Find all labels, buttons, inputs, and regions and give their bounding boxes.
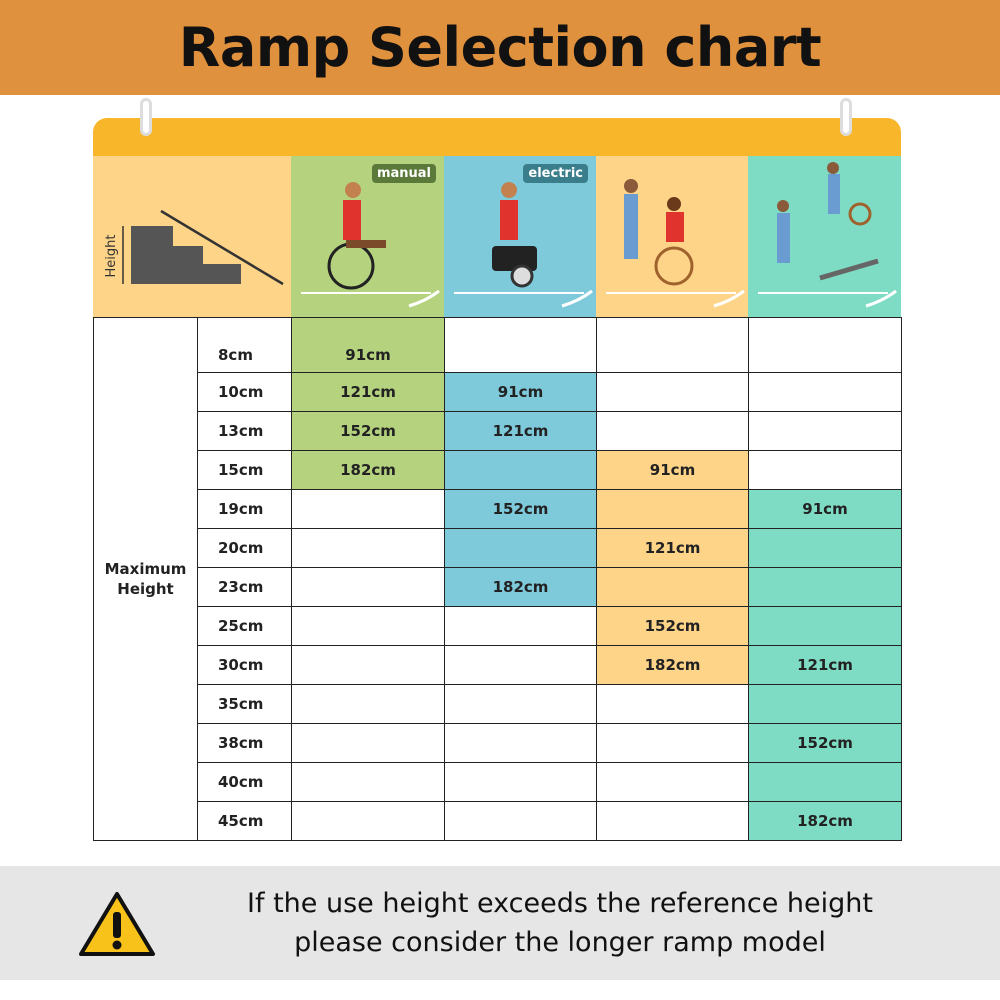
ramp-length-cell	[444, 645, 597, 685]
height-label: 20cm	[197, 528, 292, 568]
footer-note: If the use height exceeds the reference …	[0, 866, 1000, 980]
height-label: 38cm	[197, 723, 292, 763]
ramp-length-cell	[596, 372, 749, 412]
hook	[840, 98, 852, 136]
ramp-length-cell	[748, 762, 902, 802]
ramp-length-cell	[444, 723, 597, 763]
ramp-length-cell	[596, 684, 749, 724]
trolley-and-wheelchair-icon	[748, 156, 901, 317]
height-label: 30cm	[197, 645, 292, 685]
ramp-length-cell	[596, 723, 749, 763]
height-label: 40cm	[197, 762, 292, 802]
hook	[140, 98, 152, 136]
warning-icon	[79, 892, 155, 956]
height-label: 25cm	[197, 606, 292, 646]
ramp-length-cell: 121cm	[748, 645, 902, 685]
ramp-length-cell: 121cm	[291, 372, 445, 412]
ramp-length-cell	[444, 528, 597, 568]
footer-line-2: please consider the longer ramp model	[294, 927, 826, 958]
height-label: 35cm	[197, 684, 292, 724]
ramp-length-cell	[291, 489, 445, 529]
ramp-length-cell: 152cm	[596, 606, 749, 646]
ramp-length-cell	[291, 801, 445, 841]
ramp-length-cell: 152cm	[748, 723, 902, 763]
ramp-length-cell	[291, 606, 445, 646]
ramp-length-cell: 182cm	[596, 645, 749, 685]
electric-tag: electric	[523, 164, 588, 183]
height-label: 13cm	[197, 411, 292, 451]
ramp-length-cell	[291, 645, 445, 685]
ramp-length-cell	[291, 762, 445, 802]
ramp-length-cell: 152cm	[291, 411, 445, 451]
ramp-length-cell: 121cm	[596, 528, 749, 568]
assisted-wheelchair-icon	[596, 156, 748, 317]
ramp-length-cell: 182cm	[444, 567, 597, 607]
ramp-length-cell	[291, 567, 445, 607]
ramp-length-cell: 121cm	[444, 411, 597, 451]
ramp-length-cell: 182cm	[291, 450, 445, 490]
ramp-length-cell	[596, 317, 749, 373]
ramp-length-cell: 91cm	[291, 317, 445, 373]
ramp-length-cell: 91cm	[444, 372, 597, 412]
title-banner: Ramp Selection chart	[0, 0, 1000, 95]
ramp-length-cell: 152cm	[444, 489, 597, 529]
ramp-length-cell	[748, 606, 902, 646]
height-label: 10cm	[197, 372, 292, 412]
ramp-length-cell	[444, 606, 597, 646]
ramp-length-cell	[748, 411, 902, 451]
ramp-length-cell	[748, 567, 902, 607]
ramp-length-cell	[748, 450, 902, 490]
ramp-length-cell	[291, 684, 445, 724]
ramp-length-cell	[444, 762, 597, 802]
height-label: Height	[104, 235, 119, 278]
electric-wheelchair-icon: electric	[444, 156, 596, 317]
height-label: 19cm	[197, 489, 292, 529]
stairs-height-diagram: Height	[93, 156, 291, 317]
height-label: 15cm	[197, 450, 292, 490]
ramp-length-cell	[748, 528, 902, 568]
ramp-length-cell	[444, 317, 597, 373]
ramp-length-cell: 182cm	[748, 801, 902, 841]
board-top-bar	[93, 118, 901, 156]
ramp-length-cell	[444, 450, 597, 490]
manual-wheelchair-icon: manual	[291, 156, 444, 317]
page-title: Ramp Selection chart	[178, 16, 822, 79]
ramp-length-cell	[444, 801, 597, 841]
manual-tag: manual	[371, 164, 436, 183]
ramp-table: Maximum Height 8cm 91cm 10cm 121cm 91cm 13cm 15…	[93, 317, 902, 841]
ramp-length-cell	[444, 684, 597, 724]
footer-line-1: If the use height exceeds the reference …	[247, 888, 873, 919]
ramp-length-cell	[748, 372, 902, 412]
ramp-length-cell: 91cm	[596, 450, 749, 490]
ramp-length-cell	[596, 567, 749, 607]
ramp-length-cell	[291, 528, 445, 568]
ramp-length-cell	[291, 723, 445, 763]
height-label: 8cm	[197, 317, 292, 373]
ramp-length-cell	[748, 684, 902, 724]
height-label: 23cm	[197, 567, 292, 607]
ramp-length-cell	[596, 411, 749, 451]
height-label: 45cm	[197, 801, 292, 841]
ramp-length-cell	[596, 801, 749, 841]
ramp-length-cell: 91cm	[748, 489, 902, 529]
ramp-length-cell	[596, 489, 749, 529]
ramp-length-cell	[596, 762, 749, 802]
row-header-label: Maximum Height	[93, 317, 198, 841]
ramp-length-cell	[748, 317, 902, 373]
